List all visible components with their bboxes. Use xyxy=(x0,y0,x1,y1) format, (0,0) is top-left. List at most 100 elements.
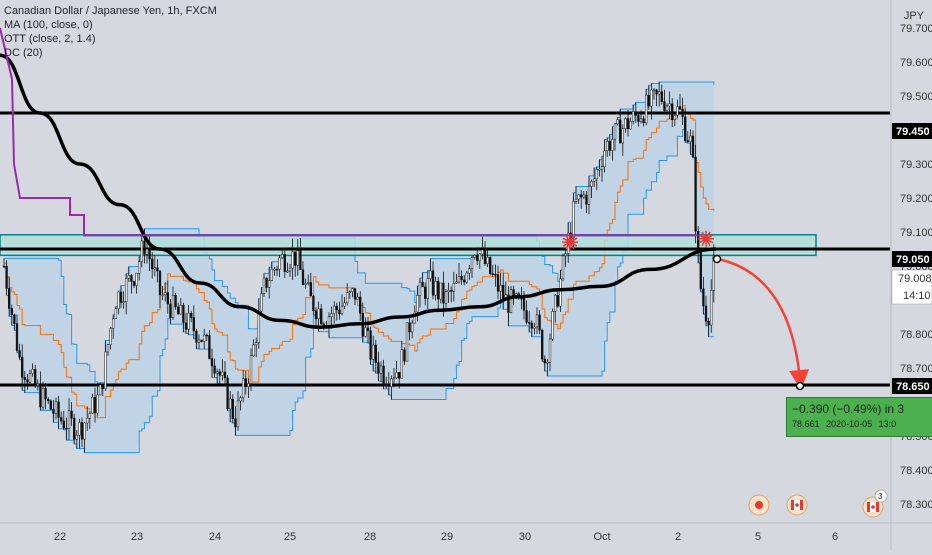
candle-body xyxy=(346,292,349,303)
candle-body xyxy=(507,294,510,313)
candle-body xyxy=(400,349,403,379)
candle-body xyxy=(483,249,487,264)
candle-body xyxy=(127,275,130,279)
candle-body xyxy=(158,270,162,296)
candle-body xyxy=(408,322,411,333)
time-axis[interactable]: 22 23 24 25 28 29 30 Oct 2 5 6 xyxy=(54,531,838,543)
candle-body xyxy=(398,372,401,379)
price-label-last: 79.008 14:10 xyxy=(891,269,932,305)
candle-body xyxy=(374,344,377,363)
candle-body xyxy=(678,106,682,110)
candle-body xyxy=(65,427,68,430)
candle-body xyxy=(252,344,255,356)
candle-body xyxy=(60,417,63,422)
event-icon-economic[interactable] xyxy=(748,494,770,516)
candle-body xyxy=(203,334,206,342)
candle-body xyxy=(270,268,273,281)
time-tick-label: 5 xyxy=(755,531,761,543)
horizontal-levels xyxy=(0,111,890,387)
candle-body xyxy=(658,91,661,95)
candle-body xyxy=(676,106,679,116)
candle-body xyxy=(333,305,336,314)
candle-body xyxy=(629,121,632,130)
candle-body xyxy=(236,400,240,428)
candle-body xyxy=(546,361,549,364)
candle-body xyxy=(249,355,253,384)
candle-body xyxy=(668,103,671,107)
candle-body xyxy=(288,267,292,272)
time-tick-label: 25 xyxy=(284,531,296,543)
price-tick-label: 78.700 xyxy=(900,363,932,375)
candle-body xyxy=(509,289,513,313)
candle-body xyxy=(314,310,318,320)
candlesticks xyxy=(2,81,715,453)
candle-body xyxy=(382,365,385,384)
candle-body xyxy=(41,388,45,408)
candle-body xyxy=(8,288,11,309)
svg-text:79.050: 79.050 xyxy=(896,254,930,266)
candle-body xyxy=(320,308,323,325)
candle-body xyxy=(184,322,188,330)
candle-body xyxy=(429,270,432,279)
candle-body xyxy=(281,254,284,259)
candle-body xyxy=(366,327,370,331)
candle-body xyxy=(278,257,281,270)
indicator-dc-label[interactable]: DC (20) xyxy=(4,47,43,59)
moving-average-line xyxy=(0,53,717,329)
candle-body xyxy=(117,291,120,310)
candle-body xyxy=(70,410,73,419)
candle-body xyxy=(593,178,596,182)
candle-body xyxy=(369,330,372,360)
candle-body xyxy=(600,166,604,170)
candle-body xyxy=(621,128,624,144)
candle-body xyxy=(229,398,232,410)
candle-body xyxy=(242,378,245,398)
candle-body xyxy=(413,311,416,324)
indicator-ma-label[interactable]: MA (100, close, 0) xyxy=(4,19,93,31)
candle-body xyxy=(364,327,367,337)
signal-markers xyxy=(562,230,714,251)
candle-body xyxy=(691,135,695,158)
candle-body xyxy=(595,169,598,179)
currency-label: JPY xyxy=(903,10,924,22)
candle-body xyxy=(403,349,406,362)
candle-body xyxy=(392,377,396,380)
candle-body xyxy=(543,358,546,364)
candle-body xyxy=(491,273,494,275)
candle-body xyxy=(88,413,91,419)
candle-body xyxy=(385,383,388,386)
indicator-ott-label[interactable]: OTT (close, 2, 1.4) xyxy=(4,33,96,45)
candle-body xyxy=(548,338,552,363)
candle-body xyxy=(218,371,221,376)
candle-body xyxy=(476,255,479,261)
candle-body xyxy=(660,91,663,102)
candle-body xyxy=(468,268,471,274)
candle-body xyxy=(619,119,622,144)
candle-body xyxy=(681,108,684,118)
candle-body xyxy=(637,115,640,122)
candle-body xyxy=(499,284,502,292)
candle-body xyxy=(177,306,180,315)
candle-body xyxy=(541,329,544,360)
candle-body xyxy=(210,358,214,367)
candle-body xyxy=(335,305,338,311)
candle-body xyxy=(101,384,104,390)
event-icon-canada-flag-2[interactable]: 3 xyxy=(862,489,888,518)
candle-body xyxy=(416,295,419,313)
ott-line xyxy=(0,27,700,237)
candle-body xyxy=(179,304,182,315)
candle-body xyxy=(554,294,557,312)
candle-body xyxy=(338,309,341,315)
candle-body xyxy=(187,312,190,330)
candle-body xyxy=(23,376,26,380)
price-tick-label: 79.700 xyxy=(900,23,932,35)
candle-body xyxy=(2,265,6,268)
candle-body xyxy=(564,253,567,257)
candle-body xyxy=(574,198,578,202)
event-icon-canada-flag-1[interactable] xyxy=(786,494,808,516)
candle-body xyxy=(104,351,107,390)
candle-body xyxy=(470,257,474,269)
candle-body xyxy=(707,320,710,326)
